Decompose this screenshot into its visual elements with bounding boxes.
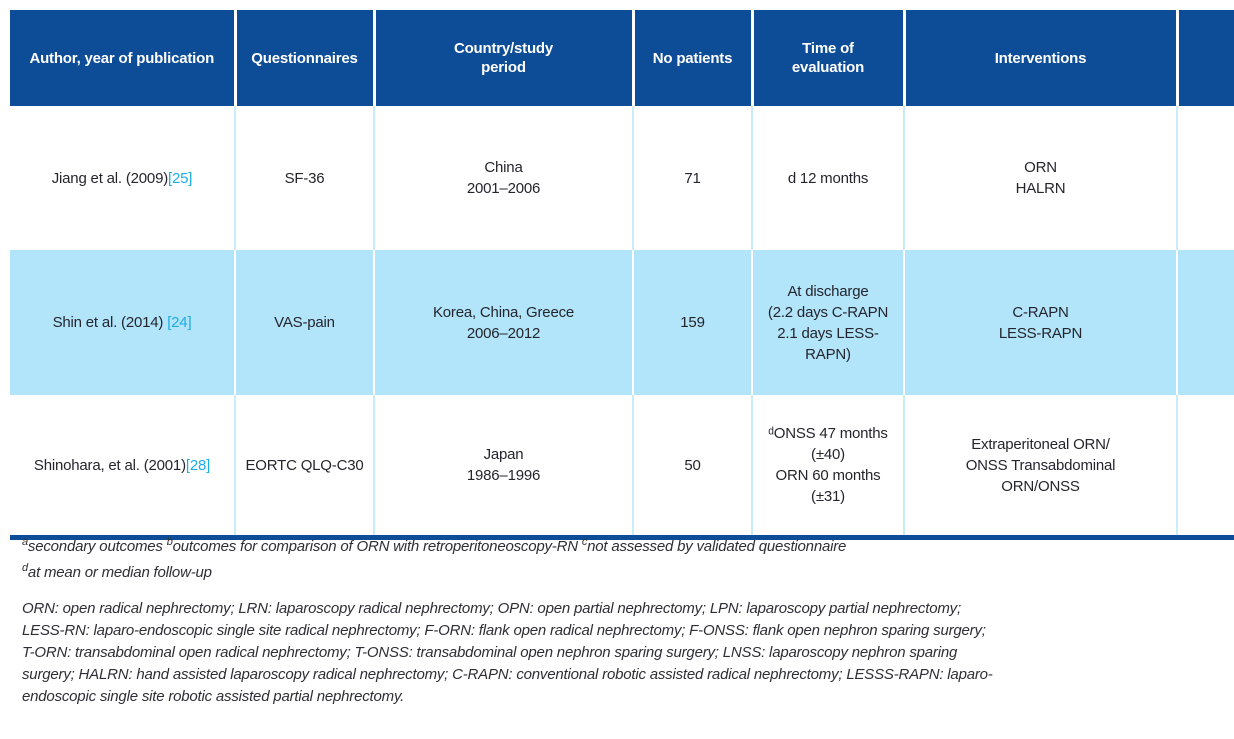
footnote-line-d: dat mean or median follow-up bbox=[22, 560, 1212, 586]
author-text: Shin et al. (2014) bbox=[52, 314, 168, 331]
citation-ref[interactable]: [28] bbox=[185, 456, 211, 474]
cell-country: China 2001–2006 bbox=[374, 106, 634, 250]
cell-patients: 71 bbox=[633, 106, 753, 250]
footnote-sup-d: d bbox=[22, 562, 28, 574]
table-row: Shin et al. (2014) [24] VAS-pain Korea, … bbox=[10, 250, 1234, 395]
footnote-text-d: at mean or median follow-up bbox=[27, 564, 212, 581]
cell-country: Korea, China, Greece 2006–2012 bbox=[374, 250, 634, 395]
col-header-interventions: Interventions bbox=[904, 10, 1179, 106]
col-header-country: Country/study period bbox=[374, 10, 635, 106]
footnote-sup-b: b bbox=[166, 536, 173, 548]
cell-interventions: Extraperitoneal ORN/ ONSS Transabdominal… bbox=[904, 395, 1178, 538]
cell-patients: 159 bbox=[633, 250, 753, 395]
footnote-text-b: outcomes for comparison of ORN with retr… bbox=[172, 538, 582, 555]
studies-table: Author, year of publication Questionnair… bbox=[10, 10, 1234, 540]
cell-interventions: ORN HALRN bbox=[904, 106, 1178, 250]
cell-patients: 50 bbox=[633, 395, 753, 538]
col-header-time: Time of evaluation bbox=[752, 10, 906, 106]
footnote-sup-a: a bbox=[22, 536, 28, 548]
cell-questionnaire: EORTC QLQ-C30 bbox=[235, 395, 375, 538]
footnote-text-c: not assessed by validated questionnaire bbox=[587, 538, 847, 555]
col-header-questionnaires: Questionnaires bbox=[235, 10, 376, 106]
footnote-text-a: secondary outcomes bbox=[27, 538, 167, 555]
author-text: Jiang et al. (2009) bbox=[51, 169, 169, 187]
table-footnotes: asecondary outcomes boutcomes for compar… bbox=[22, 534, 1212, 586]
cell-time: ᵈONSS 47 months (±40) ORN 60 months (±31… bbox=[752, 395, 905, 538]
header-row: Author, year of publication Questionnair… bbox=[10, 10, 1234, 106]
citation-ref[interactable]: [24] bbox=[167, 314, 192, 331]
cell-time: d 12 months bbox=[752, 106, 905, 250]
cell-interventions: C-RAPN LESS-RAPN bbox=[904, 250, 1178, 395]
cell-author: Shinohara, et al. (2001)[28] bbox=[10, 395, 236, 538]
col-header-extra bbox=[1177, 10, 1234, 106]
footnote-sup-c: c bbox=[581, 536, 588, 548]
cell-country: Japan 1986–1996 bbox=[374, 395, 634, 538]
citation-ref[interactable]: [25] bbox=[168, 169, 193, 187]
cell-author: Shin et al. (2014) [24] bbox=[10, 250, 236, 395]
cell-extra bbox=[1177, 395, 1234, 538]
cell-extra bbox=[1177, 106, 1234, 250]
col-header-author: Author, year of publication bbox=[10, 10, 237, 106]
author-text: Shinohara, et al. (2001) bbox=[33, 456, 186, 474]
cell-extra bbox=[1177, 250, 1234, 395]
cell-questionnaire: SF-36 bbox=[235, 106, 375, 250]
cell-questionnaire: VAS-pain bbox=[235, 250, 375, 395]
footnote-line-abc: asecondary outcomes boutcomes for compar… bbox=[22, 534, 1212, 560]
table-row: Shinohara, et al. (2001)[28] EORTC QLQ-C… bbox=[10, 395, 1234, 538]
cell-time: At discharge (2.2 days C-RAPN 2.1 days L… bbox=[752, 250, 905, 395]
table-row: Jiang et al. (2009)[25] SF-36 China 2001… bbox=[10, 106, 1234, 250]
col-header-patients: No patients bbox=[633, 10, 754, 106]
abbreviations-paragraph: ORN: open radical nephrectomy; LRN: lapa… bbox=[22, 600, 993, 705]
cell-author: Jiang et al. (2009)[25] bbox=[10, 106, 236, 250]
